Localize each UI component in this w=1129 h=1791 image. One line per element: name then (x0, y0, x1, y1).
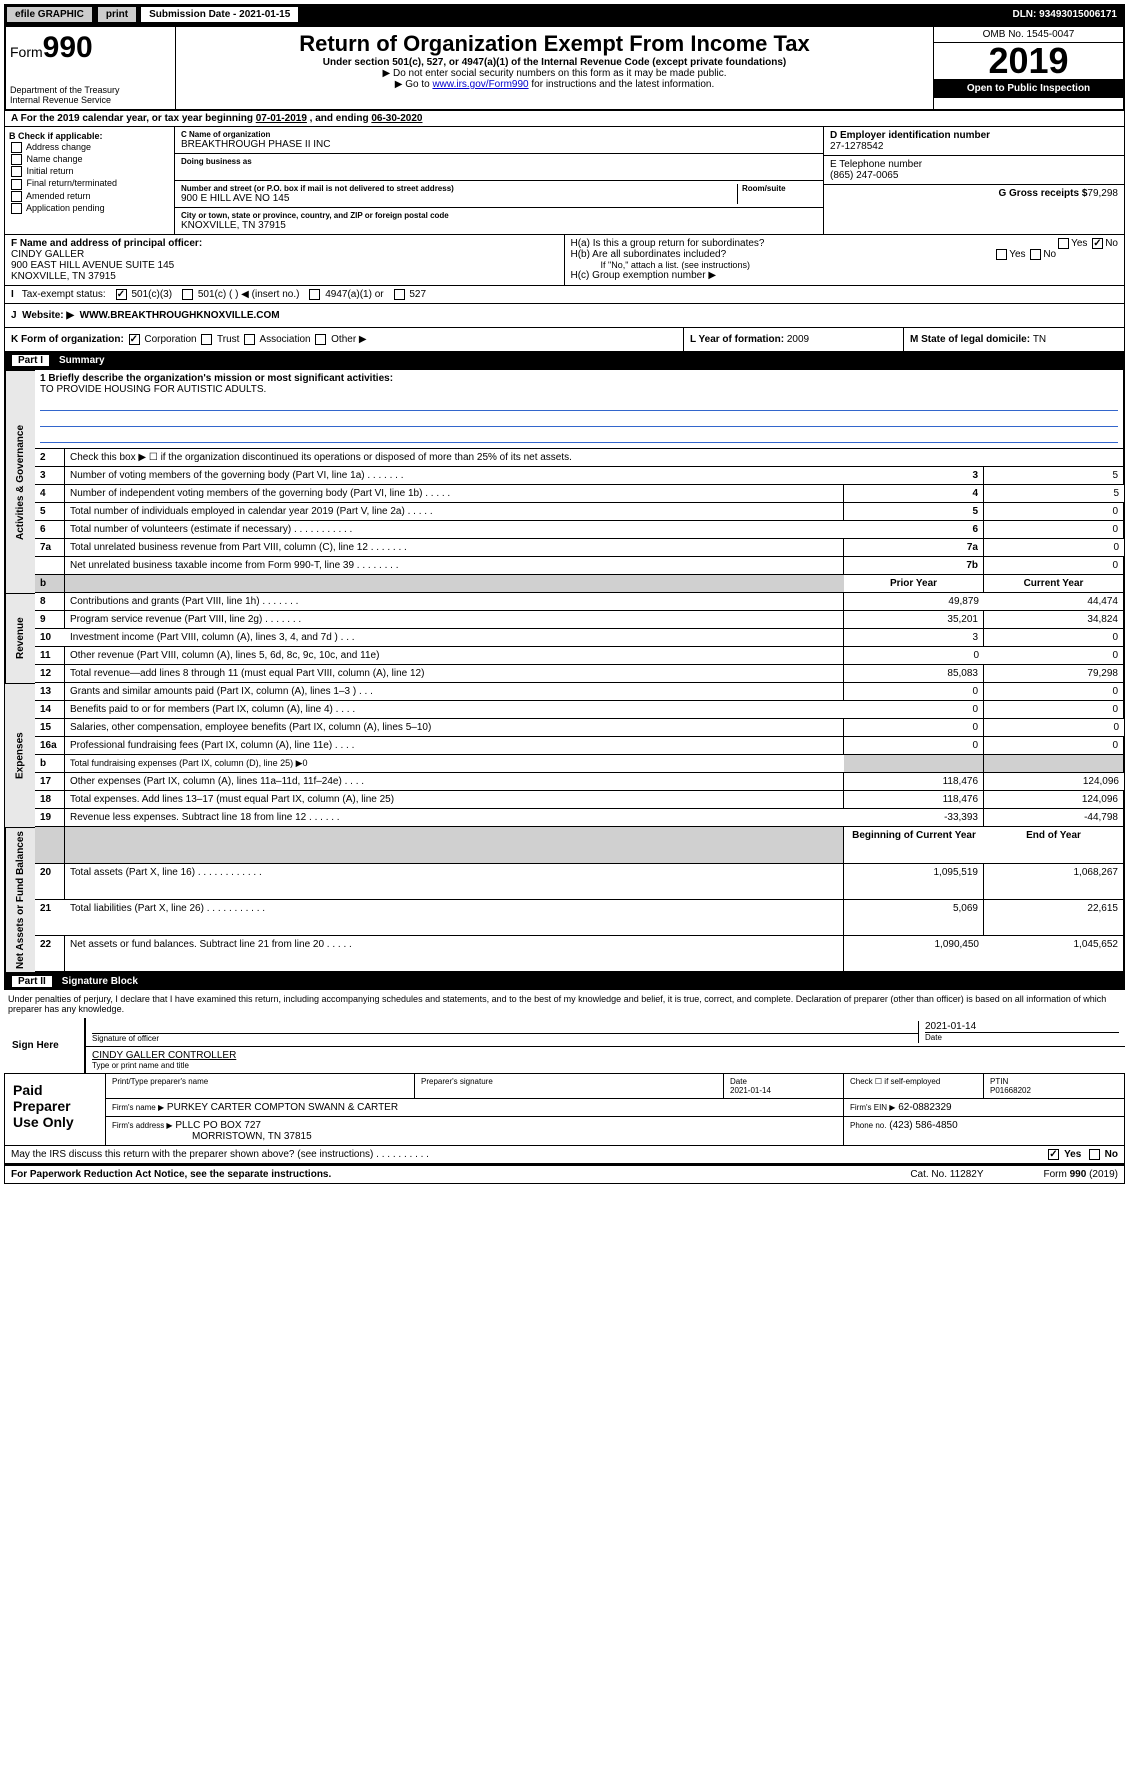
irs-label: Internal Revenue Service (10, 95, 171, 105)
chk-name-change[interactable]: Name change (9, 154, 170, 165)
org-name: BREAKTHROUGH PHASE II INC (181, 139, 817, 150)
line2-text: Check this box ▶ ☐ if the organization d… (65, 449, 1124, 467)
preparer-section: Paid Preparer Use Only Print/Type prepar… (4, 1073, 1125, 1146)
period-row: A For the 2019 calendar year, or tax yea… (4, 111, 1125, 127)
website-row: J Website: ▶ WWW.BREAKTHROUGHKNOXVILLE.C… (4, 304, 1125, 328)
chk-amended[interactable]: Amended return (9, 191, 170, 202)
form-subtitle: Under section 501(c), 527, or 4947(a)(1)… (180, 57, 929, 68)
box-c: C Name of organization BREAKTHROUGH PHAS… (175, 127, 824, 234)
phone-value: (865) 247-0065 (830, 170, 1118, 181)
note-link: ▶ Go to www.irs.gov/Form990 for instruct… (180, 79, 929, 90)
ptin-value: P01668202 (990, 1086, 1031, 1095)
website-value: WWW.BREAKTHROUGHKNOXVILLE.COM (80, 310, 280, 321)
org-address: 900 E HILL AVE NO 145 (181, 193, 737, 204)
tax-status-row: ITax-exempt status: 501(c)(3) 501(c) ( )… (4, 286, 1125, 304)
section-netassets: Net Assets or Fund Balances (5, 827, 35, 972)
chk-501c3[interactable]: 501(c)(3) (114, 289, 172, 300)
chk-527[interactable]: 527 (392, 289, 426, 300)
sign-section: Sign Here Signature of officer 2021-01-1… (4, 1018, 1125, 1073)
state-domicile: TN (1033, 334, 1046, 345)
form-number: Form990 (10, 31, 171, 65)
top-bar: efile GRAPHIC print Submission Date - 20… (4, 4, 1125, 25)
firm-ein: 62-0882329 (898, 1102, 951, 1113)
dln-label: DLN: 93493015006171 (1012, 9, 1123, 20)
submission-date: Submission Date - 2021-01-15 (141, 7, 298, 22)
form-title: Return of Organization Exempt From Incom… (180, 31, 929, 57)
hc-label: H(c) Group exemption number ▶ (571, 270, 1119, 281)
chk-initial-return[interactable]: Initial return (9, 166, 170, 177)
open-public-badge: Open to Public Inspection (934, 79, 1123, 98)
note-ssn: ▶ Do not enter social security numbers o… (180, 68, 929, 79)
officer-sign-name: CINDY GALLER CONTROLLER (92, 1050, 236, 1061)
footer-row: For Paperwork Reduction Act Notice, see … (4, 1164, 1125, 1184)
hb-question: H(b) Are all subordinates included? Yes … (571, 249, 1119, 260)
chk-application[interactable]: Application pending (9, 203, 170, 214)
discuss-row: May the IRS discuss this return with the… (4, 1146, 1125, 1164)
chk-4947[interactable]: 4947(a)(1) or (307, 289, 383, 300)
firm-phone: (423) 586-4850 (889, 1120, 957, 1131)
part1-header: Part I Summary (4, 352, 1125, 369)
gross-receipts: 79,298 (1087, 188, 1118, 199)
org-city: KNOXVILLE, TN 37915 (181, 220, 817, 231)
mission-text: TO PROVIDE HOUSING FOR AUTISTIC ADULTS. (40, 384, 266, 395)
chk-501c[interactable]: 501(c) ( ) ◀ (insert no.) (180, 289, 299, 300)
year-formation: 2009 (787, 334, 809, 345)
efile-button[interactable]: efile GRAPHIC (6, 6, 93, 23)
row-f-h: F Name and address of principal officer:… (4, 235, 1125, 286)
ha-question: H(a) Is this a group return for subordin… (571, 238, 1119, 249)
part2-header: Part II Signature Block (4, 973, 1125, 990)
officer-name: CINDY GALLER (11, 249, 84, 260)
chk-address-change[interactable]: Address change (9, 142, 170, 153)
declaration-text: Under penalties of perjury, I declare th… (4, 990, 1125, 1018)
section-governance: Activities & Governance (5, 370, 35, 593)
print-button[interactable]: print (97, 6, 137, 23)
section-expenses: Expenses (5, 683, 35, 827)
dept-label: Department of the Treasury (10, 85, 171, 95)
chk-final-return[interactable]: Final return/terminated (9, 178, 170, 189)
main-info-grid: B Check if applicable: Address change Na… (4, 127, 1125, 235)
irs-link[interactable]: www.irs.gov/Form990 (432, 79, 528, 90)
page-container: efile GRAPHIC print Submission Date - 20… (0, 0, 1129, 1188)
ein-value: 27-1278542 (830, 141, 1118, 152)
box-b: B Check if applicable: Address change Na… (5, 127, 175, 234)
section-revenue: Revenue (5, 593, 35, 683)
firm-name: PURKEY CARTER COMPTON SWANN & CARTER (167, 1102, 398, 1113)
box-d-e-g: D Employer identification number 27-1278… (824, 127, 1124, 234)
summary-table: Activities & Governance 1 Briefly descri… (4, 369, 1125, 973)
tax-year: 2019 (934, 43, 1123, 79)
row-k-l-m: K Form of organization: Corporation Trus… (4, 328, 1125, 352)
form-header: Form990 Department of the Treasury Inter… (4, 25, 1125, 111)
